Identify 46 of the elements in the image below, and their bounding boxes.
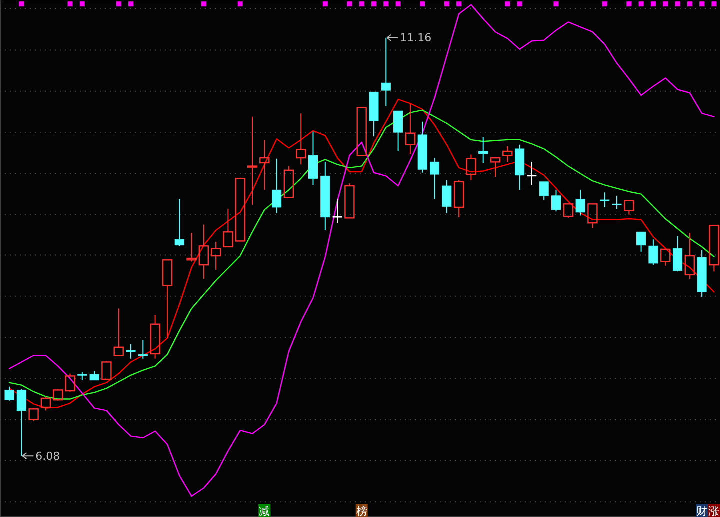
candlestick <box>247 116 258 206</box>
candlestick <box>369 92 379 138</box>
candlestick <box>210 242 222 271</box>
candlestick <box>430 158 440 200</box>
candlestick <box>186 232 197 262</box>
candlestick <box>126 344 136 360</box>
candlestick <box>612 195 622 210</box>
candlestick <box>114 308 124 356</box>
candlestick <box>138 340 148 360</box>
annotation: 6.08 <box>36 450 60 463</box>
candlestick <box>588 204 598 229</box>
candlestick <box>332 198 342 224</box>
candlestick <box>260 139 270 191</box>
candlestick <box>515 144 525 191</box>
candlestick <box>709 224 720 272</box>
candlestick <box>527 162 537 186</box>
candlestick <box>394 110 404 152</box>
candlestick <box>576 190 586 216</box>
candlestick <box>490 157 501 178</box>
candlestick <box>466 154 476 181</box>
candlestick <box>150 314 160 360</box>
candlestick <box>442 180 452 214</box>
candlestick <box>90 370 100 381</box>
candlestick <box>454 180 464 218</box>
candlestick <box>697 250 707 298</box>
candlestick <box>198 224 209 280</box>
candlestick <box>223 208 234 248</box>
candlestick <box>78 372 88 381</box>
annotation: 11.16 <box>400 32 432 45</box>
candlestick <box>636 232 646 252</box>
candlestick <box>684 232 695 280</box>
candlestick <box>405 104 416 154</box>
candlestick <box>478 136 488 164</box>
candlestick <box>308 131 318 186</box>
candlestick <box>418 121 428 174</box>
candlestick <box>648 239 658 266</box>
candlestick <box>174 198 184 247</box>
candlestick <box>502 146 513 163</box>
candlestick <box>296 113 306 166</box>
candlestick <box>162 260 173 339</box>
candlestick <box>320 162 330 232</box>
candlestick <box>272 158 282 214</box>
candlestick <box>673 236 682 272</box>
candlestick <box>16 388 26 457</box>
candlestick <box>600 192 610 208</box>
candlestick <box>381 37 391 107</box>
